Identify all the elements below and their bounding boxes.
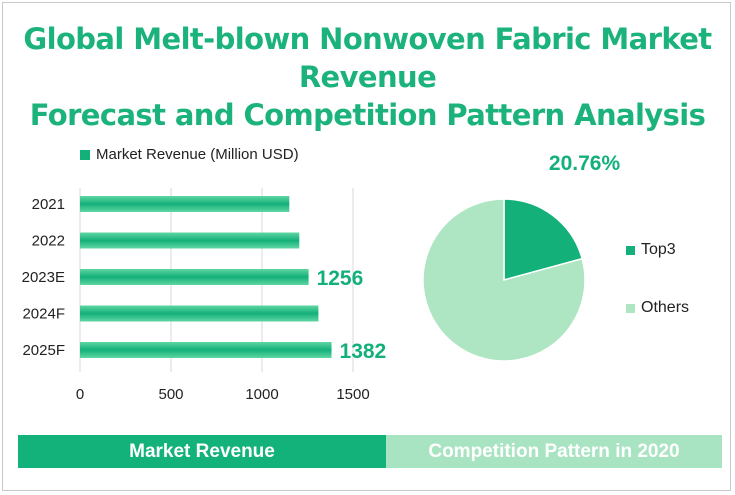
bar-data-label-2023E: 1256: [317, 267, 364, 290]
x-tick-label-0: 0: [76, 386, 84, 403]
x-tick-label-3: 1500: [336, 386, 369, 403]
x-tick-label-1: 500: [158, 386, 183, 403]
bar-2023E: [80, 269, 309, 285]
bar-legend: Market Revenue (Million USD): [80, 146, 299, 163]
title-line-2: Forecast and Competition Pattern Analysi…: [29, 98, 706, 132]
bar-data-label-2025F: 1382: [340, 340, 387, 363]
bar-2021: [80, 196, 290, 212]
y-tick-label-1: 2022: [32, 233, 65, 250]
pie-legend-swatch-others: [626, 303, 635, 313]
pie-slice-others: [422, 198, 586, 362]
bar-legend-swatch: [80, 149, 90, 160]
footer-market-revenue: Market Revenue: [18, 435, 386, 468]
pie-legend-others: Others: [626, 299, 689, 317]
pie-legend-swatch-top3: [626, 245, 635, 255]
x-tick-label-2: 1000: [245, 386, 278, 403]
footer-competition-pattern: Competition Pattern in 2020: [386, 435, 722, 468]
pie-data-label-top3: 20.76%: [549, 152, 621, 175]
pie-legend-top3: Top3: [626, 241, 676, 259]
y-tick-label-2: 2023E: [22, 269, 65, 286]
bar-legend-label: Market Revenue (Million USD): [96, 146, 299, 163]
y-tick-label-4: 2025F: [22, 342, 65, 359]
y-tick-label-3: 2024F: [22, 306, 65, 323]
pie-legend-label-others: Others: [641, 299, 690, 316]
title-line-1: Global Melt-blown Nonwoven Fabric Market…: [23, 22, 712, 94]
bar-2025F: [80, 342, 332, 358]
pie-legend-label-top3: Top3: [641, 241, 676, 258]
pie-slice-top3: [503, 198, 584, 281]
bar-2022: [80, 232, 300, 249]
bar-2024F: [80, 305, 319, 322]
chart-title: Global Melt-blown Nonwoven Fabric Market…: [0, 20, 735, 134]
y-tick-label-0: 2021: [32, 196, 65, 213]
